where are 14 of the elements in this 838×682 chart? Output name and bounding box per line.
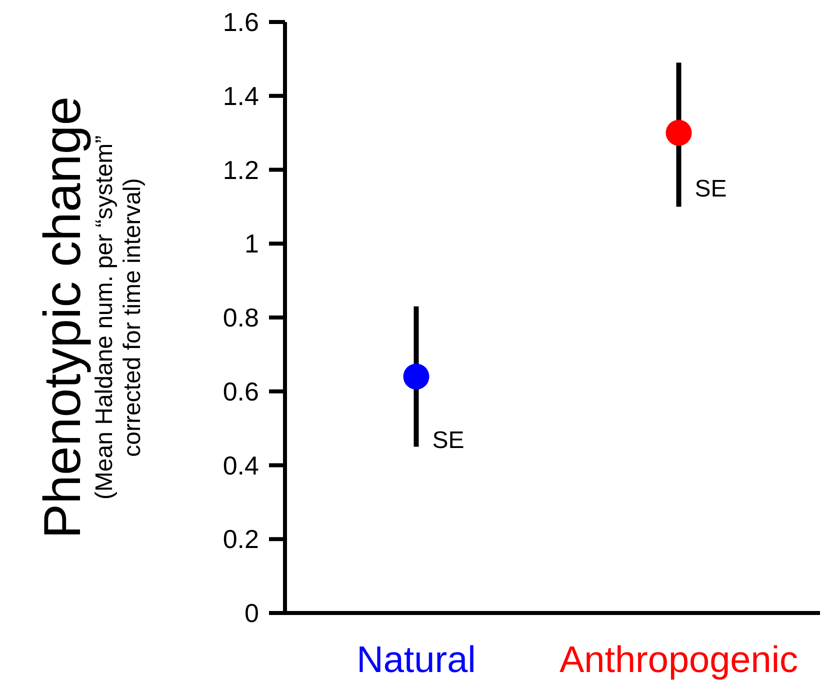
y-tick-label: 1.2	[222, 154, 259, 185]
y-tick-label: 0.2	[222, 524, 259, 554]
y-tick-label: 0.4	[222, 450, 259, 480]
annotation: SE	[694, 176, 727, 203]
annotation: SE	[432, 426, 464, 454]
y-tick-label: 1.4	[222, 80, 259, 111]
x-tick-label: Natural	[356, 639, 476, 680]
y-tick-label: 0.6	[222, 376, 259, 406]
y-tick-label: 1.6	[222, 7, 259, 38]
y-tick-label: 0.8	[222, 302, 259, 333]
y-axis-title: Phenotypic change (Mean Haldane num. per “system” corrected for time interval)	[34, 96, 146, 539]
x-tick-label: Anthropogenic	[559, 639, 798, 680]
y-tick-label: 1	[244, 228, 259, 259]
y-tick-label: 0	[244, 598, 259, 628]
